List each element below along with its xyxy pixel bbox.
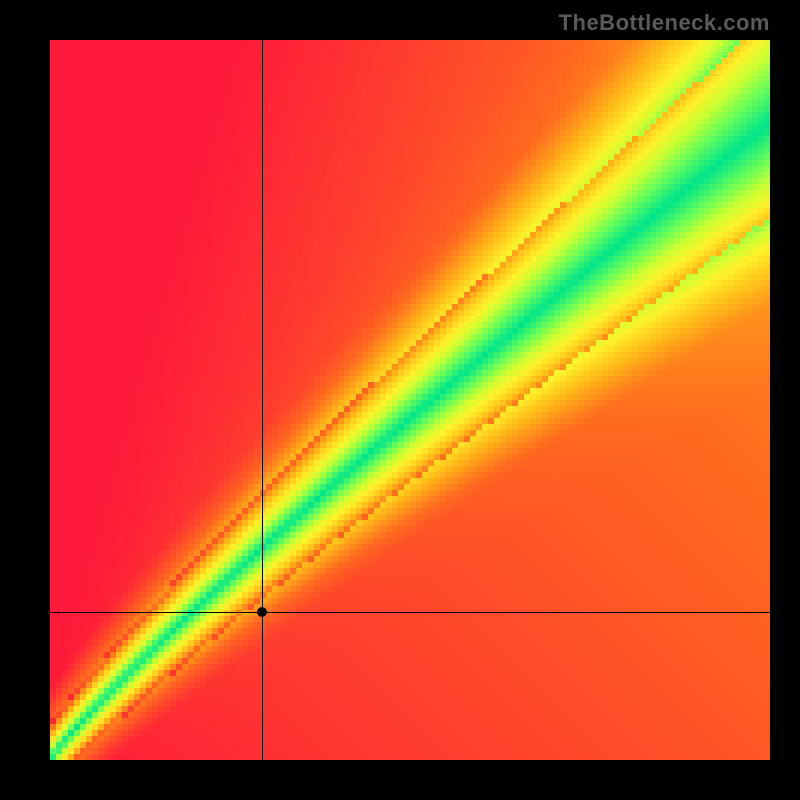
heatmap-plot (50, 40, 770, 760)
heatmap-canvas (50, 40, 770, 760)
chart-container: { "watermark": { "text": "TheBottleneck.… (0, 0, 800, 800)
crosshair-horizontal (50, 612, 770, 613)
watermark-text: TheBottleneck.com (559, 10, 770, 36)
crosshair-marker[interactable] (257, 607, 267, 617)
crosshair-vertical (262, 40, 263, 760)
